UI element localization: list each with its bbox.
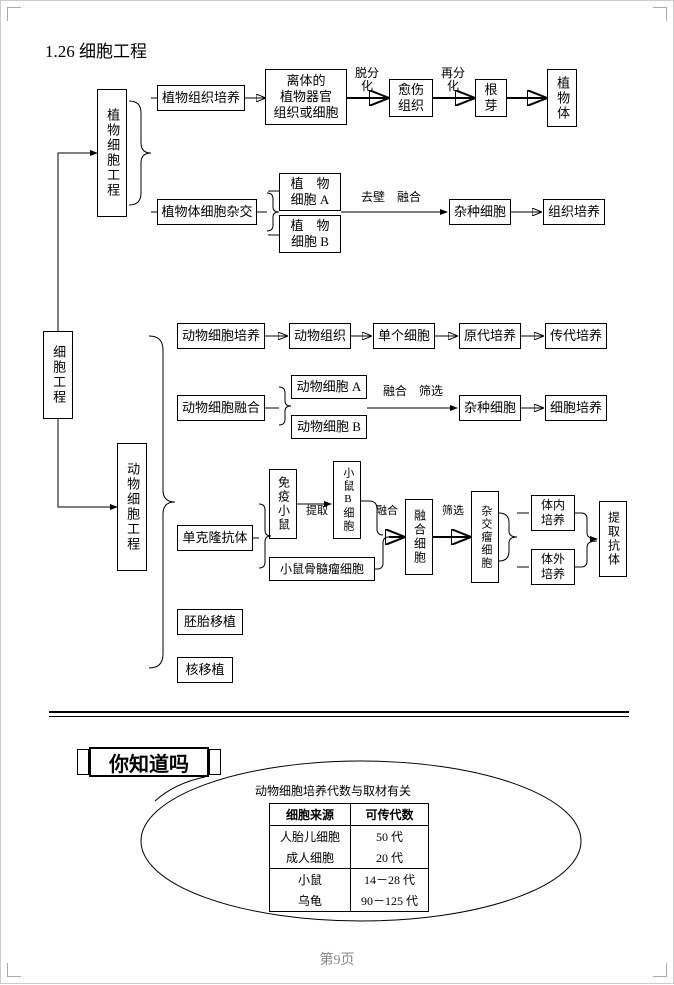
generation-table: 细胞来源 可传代数 人胎儿细胞50 代 成人细胞20 代 小鼠14－28 代 乌… [269, 803, 429, 912]
node-a1d: 原代培养 [459, 323, 521, 349]
label-a3-lb: 提取 [303, 505, 331, 517]
node-plant-root: 植物细胞工程 [97, 89, 127, 217]
label-a3-l2: 筛选 [439, 505, 467, 517]
node-p2e: 组织培养 [543, 199, 605, 225]
node-p1b: 离体的 植物器官 组织或细胞 [265, 69, 347, 125]
node-p1c: 愈伤 组织 [389, 79, 433, 117]
node-a3e: 融合细胞 [405, 499, 433, 575]
node-a2d: 杂种细胞 [459, 395, 521, 421]
node-p2a: 植物体细胞杂交 [157, 199, 257, 225]
dyk-title: 你知道吗 [89, 747, 209, 777]
th-1: 可传代数 [351, 804, 429, 826]
node-p1a: 植物组织培养 [157, 85, 245, 111]
node-a1b: 动物组织 [289, 323, 351, 349]
node-a3f: 杂交瘤细胞 [471, 491, 499, 583]
node-a3c: 小鼠B细胞 [333, 461, 361, 539]
label-a2-l1: 融合 筛选 [373, 385, 453, 398]
node-extra-a: 胚胎移植 [177, 609, 243, 635]
node-a2e: 细胞培养 [545, 395, 607, 421]
node-a2b: 动物细胞 A [291, 375, 367, 399]
label-p1-l2: 再分化 [439, 67, 467, 93]
node-a1e: 传代培养 [545, 323, 607, 349]
node-extra-b: 核移植 [177, 657, 233, 683]
section-title: 1.26 细胞工程 [45, 37, 147, 62]
node-root: 细胞工程 [43, 331, 73, 419]
node-p1d: 根 芽 [475, 79, 507, 117]
node-a3h: 体外 培养 [531, 549, 575, 585]
node-a3g: 体内 培养 [531, 495, 575, 531]
node-animal-root: 动物细胞工程 [117, 443, 147, 571]
node-p2c: 植 物 细胞 B [279, 215, 341, 253]
table-caption: 动物细胞培养代数与取材有关 [233, 785, 433, 798]
node-p2d: 杂种细胞 [449, 199, 511, 225]
node-p2b: 植 物 细胞 A [279, 173, 341, 211]
node-a2a: 动物细胞融合 [177, 395, 265, 421]
node-a3d: 小鼠骨髓瘤细胞 [269, 557, 375, 581]
node-a1c: 单个细胞 [373, 323, 435, 349]
node-a3a: 单克隆抗体 [177, 525, 253, 551]
node-p1e: 植物体 [547, 69, 577, 127]
page-footer: 第9页 [1, 949, 673, 969]
node-a2c: 动物细胞 B [291, 415, 367, 439]
node-a3b: 免疫小鼠 [269, 469, 297, 539]
node-a1a: 动物细胞培养 [177, 323, 265, 349]
label-p1-l1: 脱分化 [353, 67, 381, 93]
th-0: 细胞来源 [270, 804, 351, 826]
node-a3i: 提取抗体 [599, 501, 627, 577]
label-a3-l1: 融合 [373, 505, 401, 517]
label-p2-l1: 去壁 融合 [351, 191, 431, 204]
